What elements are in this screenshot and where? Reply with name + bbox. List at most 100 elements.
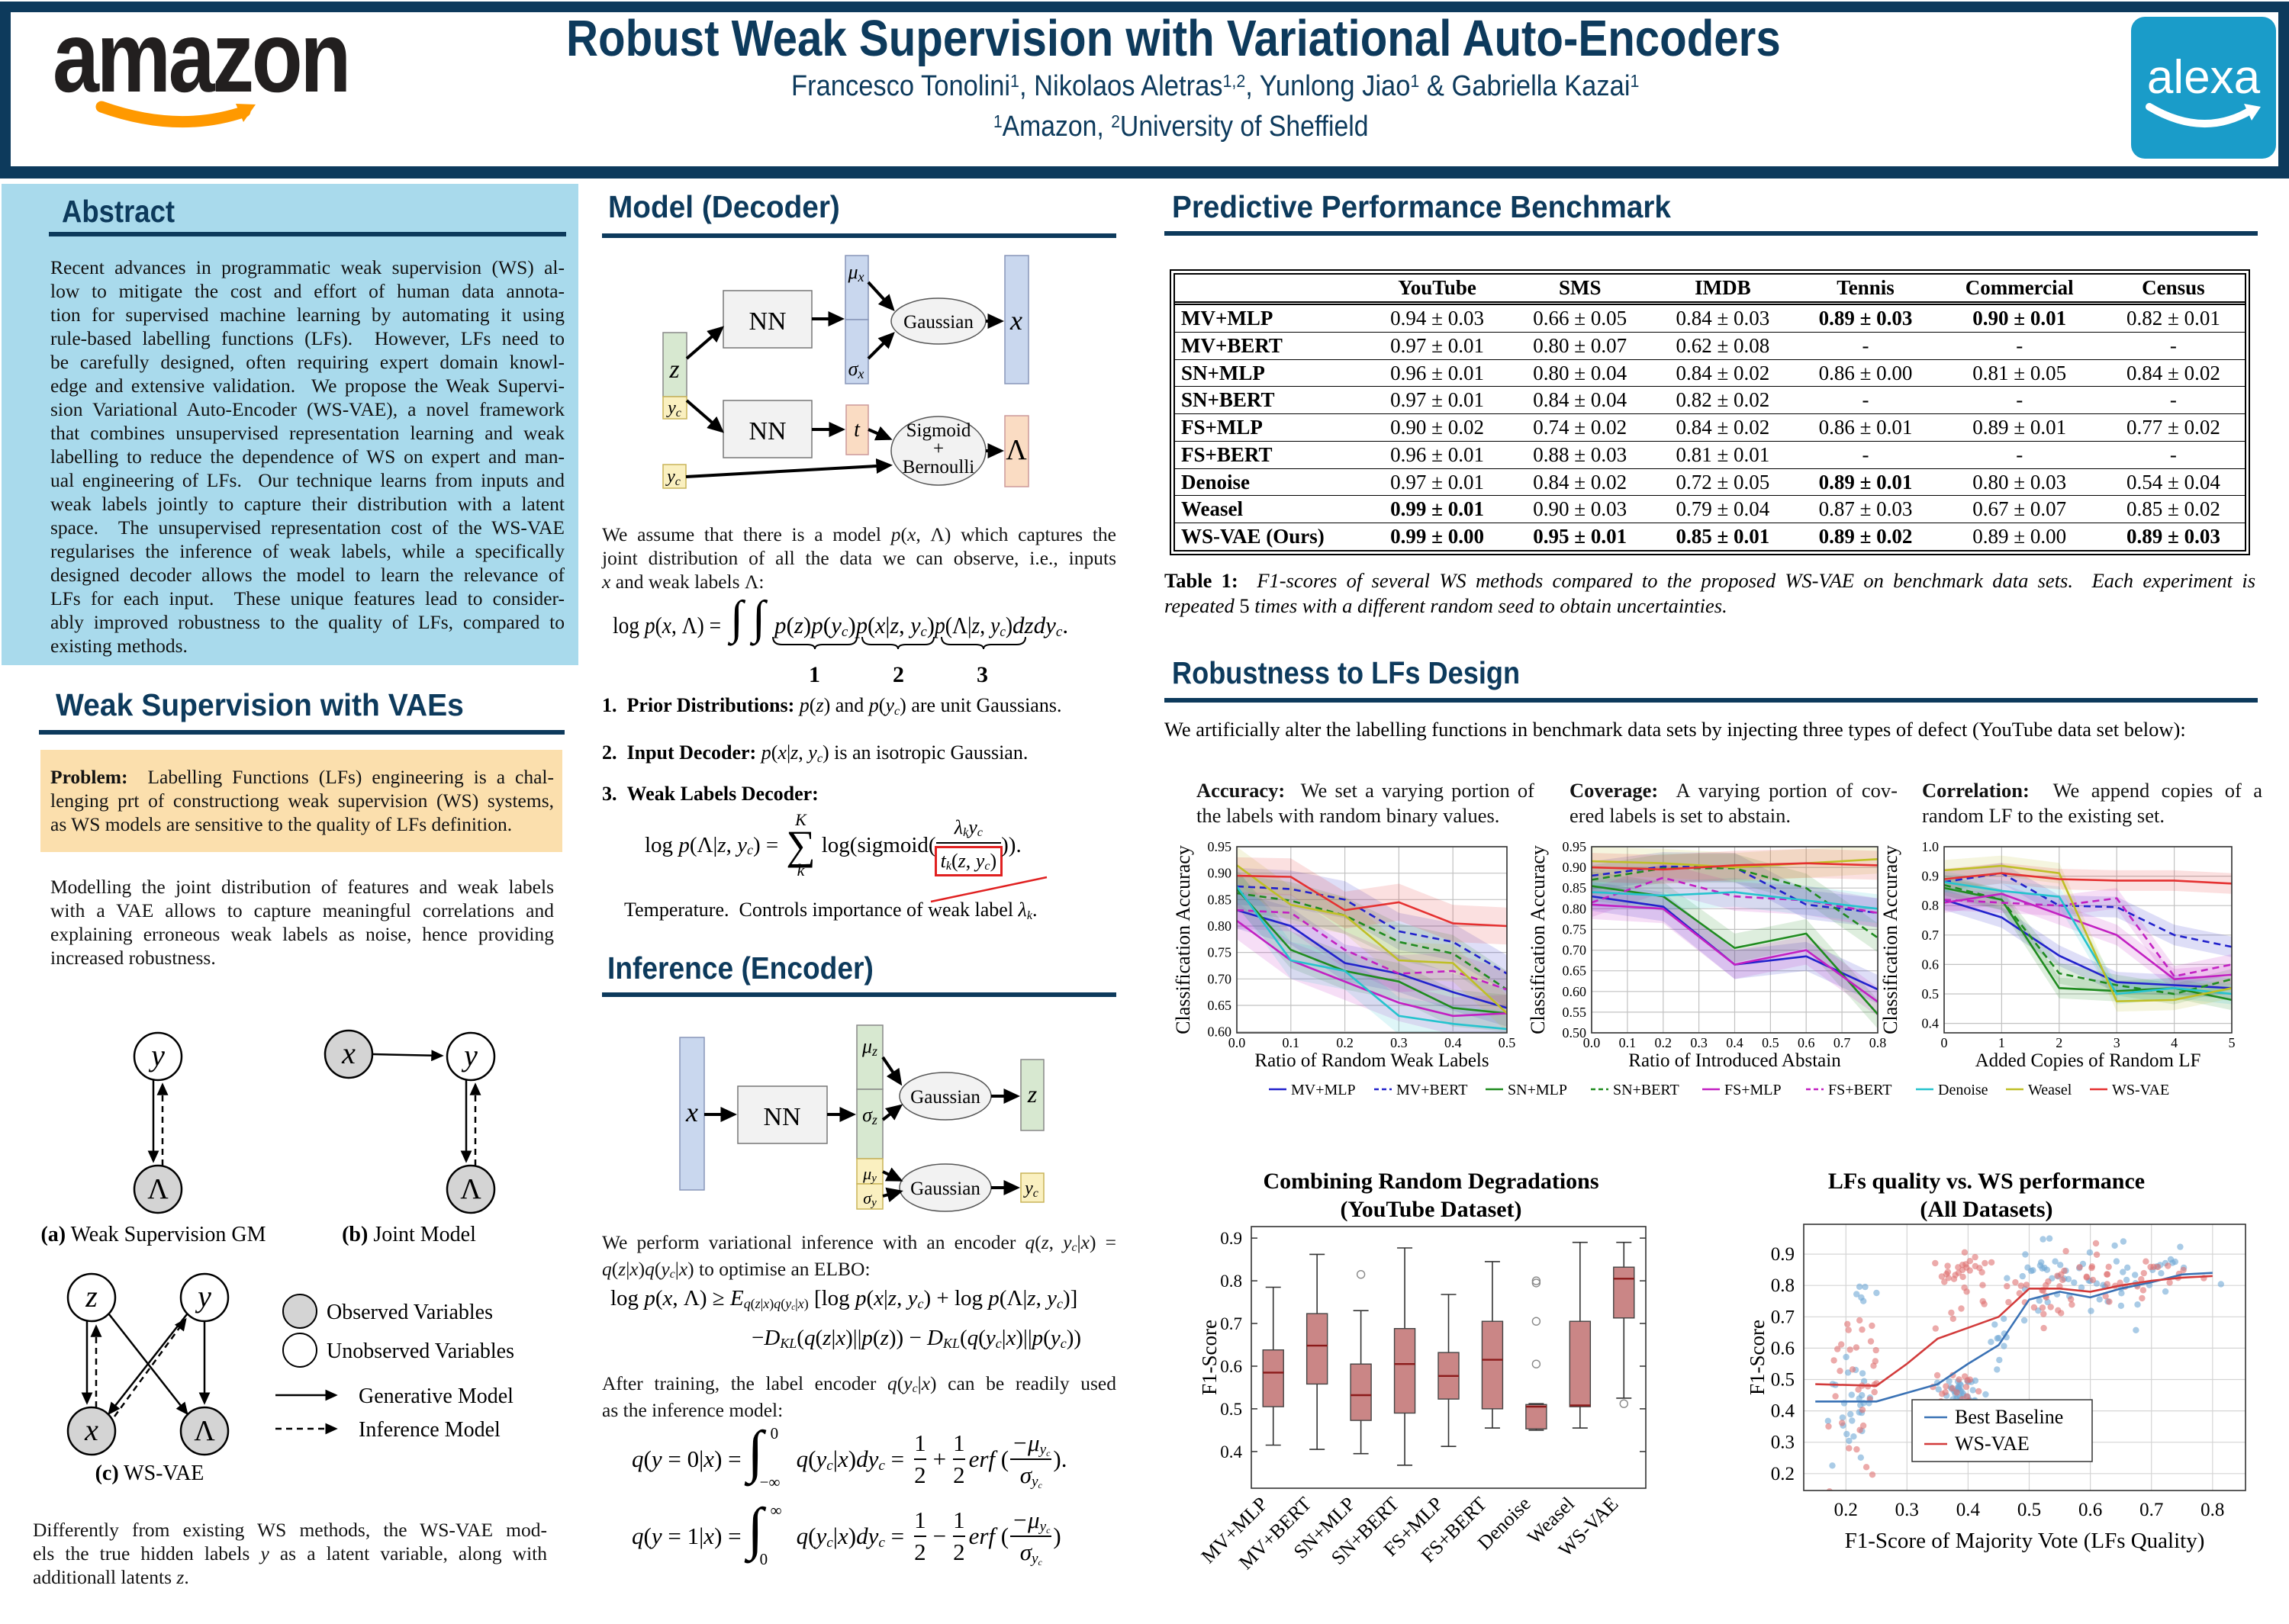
svg-text:5: 5	[2229, 1035, 2236, 1050]
svg-text:0.7: 0.7	[2139, 1500, 2163, 1520]
svg-text:F1-Score of Majority Vote (LFs: F1-Score of Majority Vote (LFs Quality)	[1845, 1529, 2205, 1553]
svg-text:0.6: 0.6	[1771, 1338, 1795, 1359]
svg-text:0.8: 0.8	[1922, 898, 1940, 913]
svg-text:0.3: 0.3	[1895, 1500, 1919, 1520]
svg-text:t: t	[854, 418, 861, 442]
svg-text:Added Copies of Random LF: Added Copies of Random LF	[1975, 1050, 2201, 1071]
svg-text:0.0: 0.0	[1228, 1035, 1246, 1050]
svg-text:Classification Accuracy: Classification Accuracy	[1172, 845, 1194, 1034]
svg-text:Classification Accuracy: Classification Accuracy	[1879, 845, 1901, 1034]
svg-text:0.50: 0.50	[1563, 1025, 1587, 1040]
svg-text:0.90: 0.90	[1208, 866, 1232, 881]
svg-text:y: y	[148, 1038, 165, 1072]
svg-text:NN: NN	[763, 1103, 800, 1131]
svg-text:0.5: 0.5	[2017, 1500, 2041, 1520]
svg-text:z: z	[668, 355, 679, 384]
svg-text:1.0: 1.0	[1922, 839, 1940, 854]
svg-text:WS-VAE: WS-VAE	[2112, 1082, 2169, 1098]
svg-text:0.60: 0.60	[1208, 1024, 1232, 1040]
svg-text:(a) Weak Supervision GM: (a) Weak Supervision GM	[40, 1223, 266, 1246]
svg-text:Bernoulli: Bernoulli	[903, 457, 974, 478]
svg-text:MV+MLP: MV+MLP	[1291, 1082, 1356, 1098]
svg-text:x: x	[341, 1036, 356, 1070]
svg-text:0.7: 0.7	[1771, 1307, 1795, 1327]
svg-text:0.2: 0.2	[1655, 1035, 1672, 1050]
svg-text:0.75: 0.75	[1208, 945, 1232, 960]
svg-text:0: 0	[1941, 1035, 1948, 1050]
svg-text:0.65: 0.65	[1563, 963, 1587, 979]
svg-text:0.7: 0.7	[1833, 1035, 1851, 1050]
svg-text:0.6: 0.6	[1798, 1035, 1815, 1050]
svg-text:0.90: 0.90	[1563, 860, 1587, 875]
svg-text:0.6: 0.6	[2078, 1500, 2102, 1520]
svg-text:1: 1	[1998, 1035, 2005, 1050]
svg-text:Best Baseline: Best Baseline	[1955, 1406, 2063, 1428]
svg-text:0.0: 0.0	[1583, 1035, 1601, 1050]
svg-text:0.5: 0.5	[1220, 1400, 1242, 1419]
svg-text:3: 3	[2114, 1035, 2120, 1050]
svg-text:SN+BERT: SN+BERT	[1613, 1082, 1679, 1098]
svg-text:F1-Score: F1-Score	[1746, 1320, 1769, 1395]
svg-text:0.9: 0.9	[1220, 1229, 1242, 1248]
svg-text:0.9: 0.9	[1771, 1244, 1795, 1265]
svg-text:0.5: 0.5	[1771, 1370, 1795, 1391]
svg-text:0.9: 0.9	[1922, 869, 1940, 884]
svg-text:Denoise: Denoise	[1938, 1082, 1988, 1098]
svg-text:SN+MLP: SN+MLP	[1508, 1082, 1567, 1098]
svg-text:WS-VAE: WS-VAE	[1955, 1433, 2030, 1455]
svg-text:0.4: 0.4	[1922, 1016, 1940, 1031]
svg-text:0.2: 0.2	[1336, 1035, 1354, 1050]
svg-text:0.4: 0.4	[1726, 1035, 1743, 1050]
svg-text:Gaussian: Gaussian	[910, 1087, 980, 1108]
svg-text:y: y	[195, 1279, 211, 1314]
svg-text:0.6: 0.6	[1220, 1357, 1242, 1376]
svg-text:0.8: 0.8	[1771, 1275, 1795, 1296]
svg-text:Ratio of Introduced Abstain: Ratio of Introduced Abstain	[1628, 1050, 1841, 1071]
svg-text:Λ: Λ	[460, 1173, 481, 1205]
svg-text:Inference Model: Inference Model	[359, 1418, 501, 1442]
svg-text:0.55: 0.55	[1563, 1005, 1587, 1020]
svg-text:z: z	[85, 1279, 98, 1314]
svg-text:0.75: 0.75	[1563, 921, 1587, 937]
svg-text:0.2: 0.2	[1771, 1464, 1795, 1484]
svg-text:(c) WS-VAE: (c) WS-VAE	[95, 1462, 204, 1485]
svg-text:x: x	[84, 1413, 98, 1447]
svg-text:0.8: 0.8	[1220, 1272, 1242, 1291]
svg-text:0.1: 0.1	[1619, 1035, 1637, 1050]
svg-text:alexa: alexa	[2147, 51, 2261, 104]
svg-text:0.80: 0.80	[1208, 918, 1232, 934]
svg-text:MV+BERT: MV+BERT	[1396, 1082, 1467, 1098]
svg-text:x: x	[1009, 305, 1022, 336]
svg-text:4: 4	[2171, 1035, 2178, 1050]
svg-text:0.3: 0.3	[1390, 1035, 1408, 1050]
svg-text:0.60: 0.60	[1563, 984, 1587, 999]
svg-text:0.70: 0.70	[1208, 971, 1232, 986]
svg-text:0.8: 0.8	[1869, 1035, 1887, 1050]
svg-text:0.1: 0.1	[1283, 1035, 1300, 1050]
svg-text:Λ: Λ	[194, 1415, 215, 1447]
svg-text:F1-Score: F1-Score	[1198, 1320, 1221, 1395]
svg-text:0.3: 0.3	[1690, 1035, 1708, 1050]
svg-text:Λ: Λ	[147, 1173, 169, 1205]
svg-text:0.95: 0.95	[1563, 839, 1587, 854]
svg-text:FS+BERT: FS+BERT	[1828, 1082, 1891, 1098]
svg-text:0.6: 0.6	[1922, 957, 1940, 972]
svg-text:0.7: 0.7	[1220, 1314, 1242, 1333]
svg-text:0.95: 0.95	[1208, 839, 1232, 854]
svg-text:0.7: 0.7	[1922, 928, 1940, 943]
svg-text:Λ: Λ	[1006, 434, 1027, 466]
svg-text:x: x	[685, 1097, 698, 1127]
svg-text:Ratio of Random Weak Labels: Ratio of Random Weak Labels	[1254, 1050, 1489, 1071]
svg-text:0.4: 0.4	[1220, 1442, 1242, 1462]
svg-text:0.5: 0.5	[1762, 1035, 1779, 1050]
svg-text:NN: NN	[749, 417, 786, 445]
svg-text:0.5: 0.5	[1499, 1035, 1516, 1050]
svg-text:0.85: 0.85	[1208, 892, 1232, 907]
svg-text:(b) Joint Model: (b) Joint Model	[342, 1223, 476, 1246]
svg-text:Gaussian: Gaussian	[903, 312, 974, 333]
svg-text:0.5: 0.5	[1922, 986, 1940, 1002]
svg-text:Weasel: Weasel	[2028, 1082, 2072, 1098]
svg-text:0.3: 0.3	[1771, 1433, 1795, 1453]
svg-text:0.70: 0.70	[1563, 943, 1587, 958]
svg-text:0.65: 0.65	[1208, 998, 1232, 1013]
